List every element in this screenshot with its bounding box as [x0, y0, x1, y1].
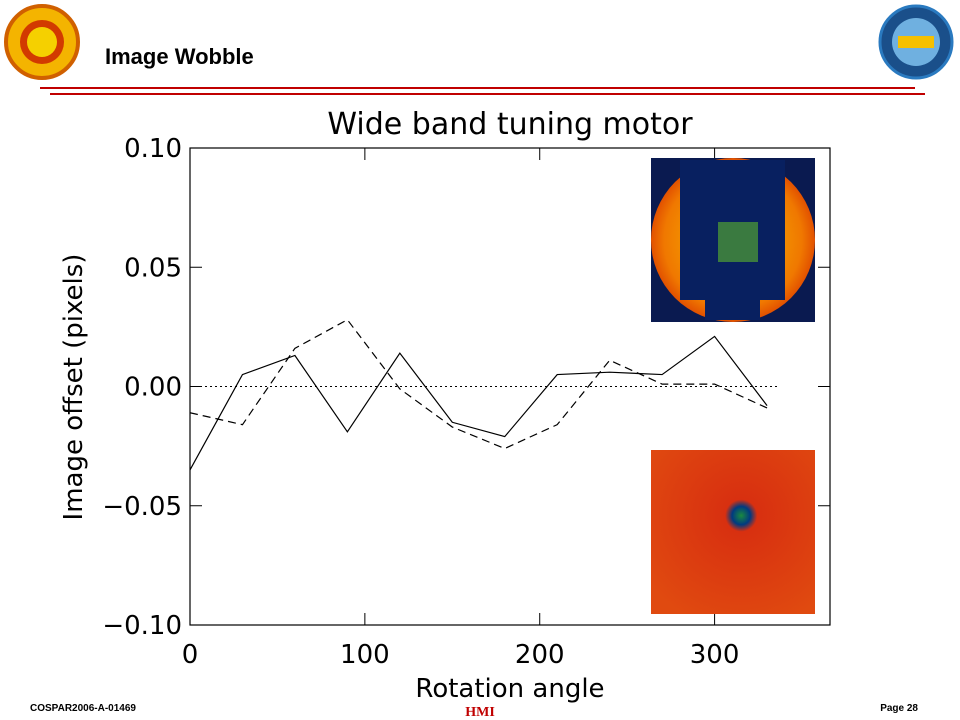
x-tick-label: 100: [340, 640, 390, 670]
chart: Wide band tuning motor Rotation angle Im…: [59, 107, 831, 704]
sdo-logo: [878, 4, 954, 80]
y-tick-label: −0.10: [102, 611, 182, 641]
x-tick-label: 0: [182, 640, 199, 670]
data-line: [189, 318, 768, 450]
footer-right: Page 28: [880, 703, 918, 714]
y-tick-label: 0.00: [124, 373, 182, 403]
inset-image: [651, 450, 815, 614]
chart-title: Wide band tuning motor: [327, 107, 693, 142]
x-tick-label: 200: [515, 640, 565, 670]
hmi-logo: [4, 4, 80, 80]
inset-image-grid: [718, 222, 758, 262]
y-tick-label: 0.05: [124, 253, 182, 283]
x-axis-label: Rotation angle: [415, 674, 604, 704]
slide-title: Image Wobble: [105, 44, 254, 69]
y-tick-label: 0.10: [124, 134, 182, 164]
x-tick-label: 300: [690, 640, 740, 670]
data-line: [189, 335, 768, 471]
y-axis-label: Image offset (pixels): [59, 254, 89, 521]
footer-center: HMI: [465, 705, 495, 720]
y-tick-label: −0.05: [102, 492, 182, 522]
footer-left: COSPAR2006-A-01469: [30, 703, 136, 714]
